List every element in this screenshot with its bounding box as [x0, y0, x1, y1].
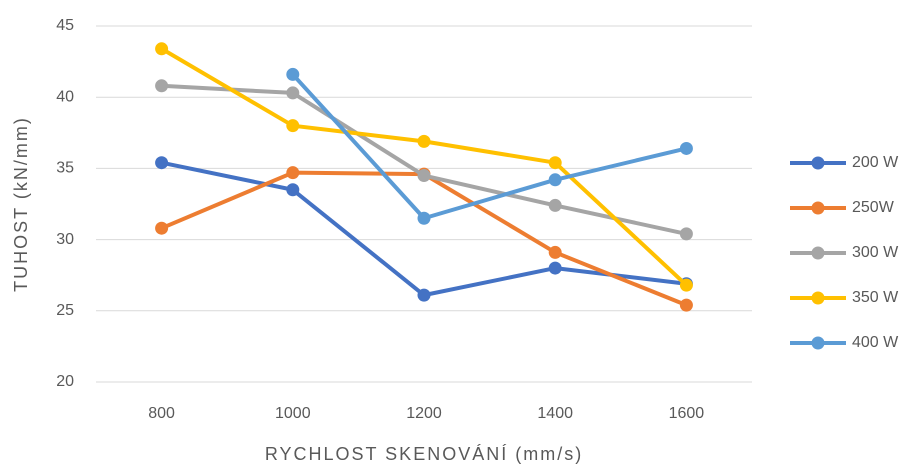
y-axis-title: TUHOST (kN/mm) [11, 116, 31, 292]
point [679, 298, 693, 312]
legend-label: 250W [852, 199, 895, 216]
y-tick-label: 30 [56, 231, 74, 248]
series-line [291, 73, 687, 221]
point [417, 211, 431, 225]
legend-marker [811, 201, 825, 215]
point [155, 156, 169, 170]
series-line [160, 170, 688, 307]
point [286, 86, 300, 100]
point [155, 221, 169, 235]
y-tick-label: 25 [56, 302, 74, 319]
x-tick-label: 800 [148, 405, 175, 422]
legend-marker [811, 156, 825, 170]
point [548, 173, 562, 187]
y-tick-label: 40 [56, 88, 74, 105]
y-tick-label: 20 [56, 373, 74, 390]
x-tick-label: 1400 [537, 405, 573, 422]
point [548, 261, 562, 275]
point [417, 134, 431, 148]
point [155, 79, 169, 93]
x-tick-label: 1200 [406, 405, 442, 422]
legend-label: 350 W [852, 289, 899, 306]
point [286, 166, 300, 180]
legend-marker [811, 291, 825, 305]
x-tick-label: 1000 [275, 405, 311, 422]
y-tick-label: 45 [56, 17, 74, 34]
point [548, 245, 562, 259]
point [679, 278, 693, 292]
point [286, 119, 300, 133]
point [679, 227, 693, 241]
legend-marker [811, 246, 825, 260]
point [417, 169, 431, 183]
point [548, 156, 562, 170]
point [155, 42, 169, 56]
legend-label: 400 W [852, 334, 899, 351]
x-axis-title: RYCHLOST SKENOVÁNÍ (mm/s) [265, 444, 583, 464]
point [548, 198, 562, 212]
point [679, 141, 693, 155]
point [286, 67, 300, 81]
y-tick-label: 35 [56, 160, 74, 177]
legend-marker [811, 336, 825, 350]
legend-label: 300 W [852, 244, 899, 261]
x-tick-label: 1600 [669, 405, 705, 422]
point [286, 183, 300, 197]
point [417, 288, 431, 302]
legend-label: 200 W [852, 154, 899, 171]
